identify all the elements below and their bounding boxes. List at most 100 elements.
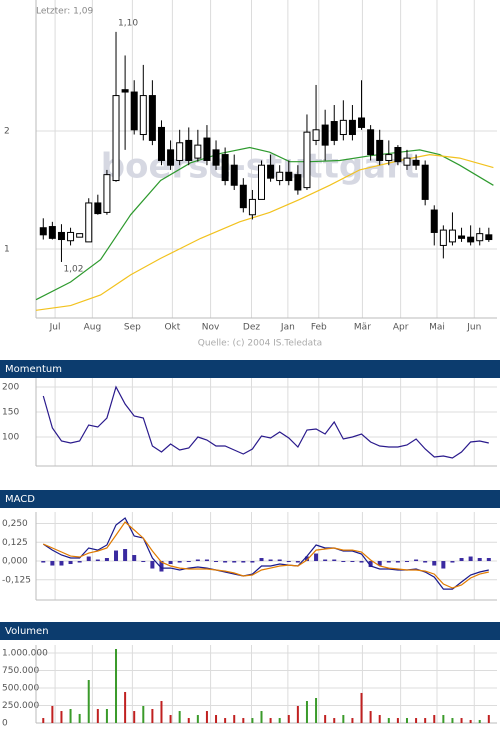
volume-bar (442, 715, 445, 723)
x-tick-label: Mai (429, 323, 445, 333)
volume-bar (178, 711, 181, 723)
x-tick-label: Okt (164, 323, 180, 333)
volume-bar (124, 691, 127, 723)
volume-bar (196, 715, 199, 723)
histogram-bar (104, 558, 109, 562)
histogram-bar (50, 561, 55, 566)
volume-bar (215, 715, 218, 723)
panel-header (0, 622, 500, 640)
volume-bar (487, 715, 490, 723)
candle-body (421, 164, 429, 200)
histogram-bar (195, 559, 200, 562)
volume-bar (133, 711, 136, 723)
volume-bar (169, 715, 172, 723)
candle-body (448, 229, 456, 243)
y-tick-label: 200 (2, 383, 19, 393)
histogram-bar (468, 556, 473, 562)
y-tick-label: 150 (2, 408, 19, 418)
candle-body (303, 131, 311, 189)
volume-bar (415, 718, 418, 723)
volume-bar (460, 718, 463, 723)
histogram-bar (295, 561, 300, 563)
y-tick-label: 500.000 (2, 683, 39, 693)
volume-bar (115, 648, 118, 723)
candle-body (385, 154, 393, 161)
candle-body (439, 229, 447, 246)
y-tick-label: 100 (2, 433, 19, 443)
volume-bar (60, 711, 63, 723)
volume-bar (78, 713, 81, 723)
volume-bar (105, 708, 108, 723)
x-tick-label: Jul (49, 323, 61, 333)
histogram-bar (477, 558, 482, 562)
line (42, 385, 489, 459)
volume-bar (269, 718, 272, 723)
volume-bar (251, 718, 254, 723)
x-tick-label: Mär (354, 323, 371, 333)
histogram-bar (95, 559, 100, 562)
histogram-bar (441, 561, 446, 569)
subtitle: Letzter: 1,09 (36, 7, 93, 17)
histogram-bar (268, 559, 273, 562)
histogram-bar (223, 561, 228, 563)
candle-body (212, 149, 220, 166)
volume-bar (51, 705, 54, 723)
histogram-bar (377, 561, 382, 566)
candle-body (267, 164, 275, 179)
histogram-bar (141, 561, 146, 563)
candle-body (94, 202, 102, 215)
histogram-bar (304, 556, 309, 562)
candle-body (139, 95, 147, 136)
candle-body (39, 227, 47, 236)
candle-body (394, 146, 402, 163)
panel-header (0, 490, 500, 508)
volume-bar (205, 711, 208, 723)
histogram-bar (395, 561, 400, 563)
volume-bar (242, 718, 245, 723)
candle-body (57, 231, 65, 241)
histogram-bar (404, 561, 409, 563)
annotation: 1,10 (118, 18, 138, 28)
volume-bar (333, 718, 336, 723)
volume-bar (351, 718, 354, 723)
volume-bar (187, 718, 190, 723)
annotation: 1,02 (63, 264, 83, 274)
x-tick-label: Jun (466, 323, 481, 333)
candle-body (458, 235, 466, 239)
histogram-bar (323, 559, 328, 562)
histogram-bar (59, 561, 64, 566)
histogram-bar (450, 561, 455, 563)
histogram-bar (386, 561, 391, 563)
volume-bar (469, 719, 472, 723)
candle-body (148, 95, 156, 141)
y-tick-label: 1 (4, 244, 10, 254)
candle-body (203, 137, 211, 161)
y-tick-label: 2 (4, 126, 10, 136)
volume-bar (478, 719, 481, 723)
moving-average (35, 153, 494, 311)
candle-body (376, 139, 384, 161)
volume-bar (387, 718, 390, 723)
volume-bar (96, 708, 99, 723)
volume-bar (324, 715, 327, 723)
histogram-bar (286, 561, 291, 563)
candle-body (176, 142, 184, 161)
candle-body (294, 174, 302, 191)
histogram-bar (259, 558, 264, 562)
histogram-bar (214, 561, 219, 563)
volume-bar (69, 708, 72, 723)
candle-body (330, 121, 338, 141)
volume-bar (87, 680, 90, 723)
volume-bar (160, 701, 163, 723)
panel-header (0, 360, 500, 378)
candle-body (285, 171, 293, 182)
x-tick-label: Sep (124, 323, 141, 333)
candle-body (403, 157, 411, 166)
volume-bar (296, 705, 299, 723)
candle-body (85, 202, 93, 243)
volume-bar (315, 698, 318, 723)
y-tick-label: 0,125 (2, 538, 28, 548)
histogram-bar (314, 553, 319, 562)
volume-bar (233, 715, 236, 723)
histogram-bar (414, 559, 419, 562)
